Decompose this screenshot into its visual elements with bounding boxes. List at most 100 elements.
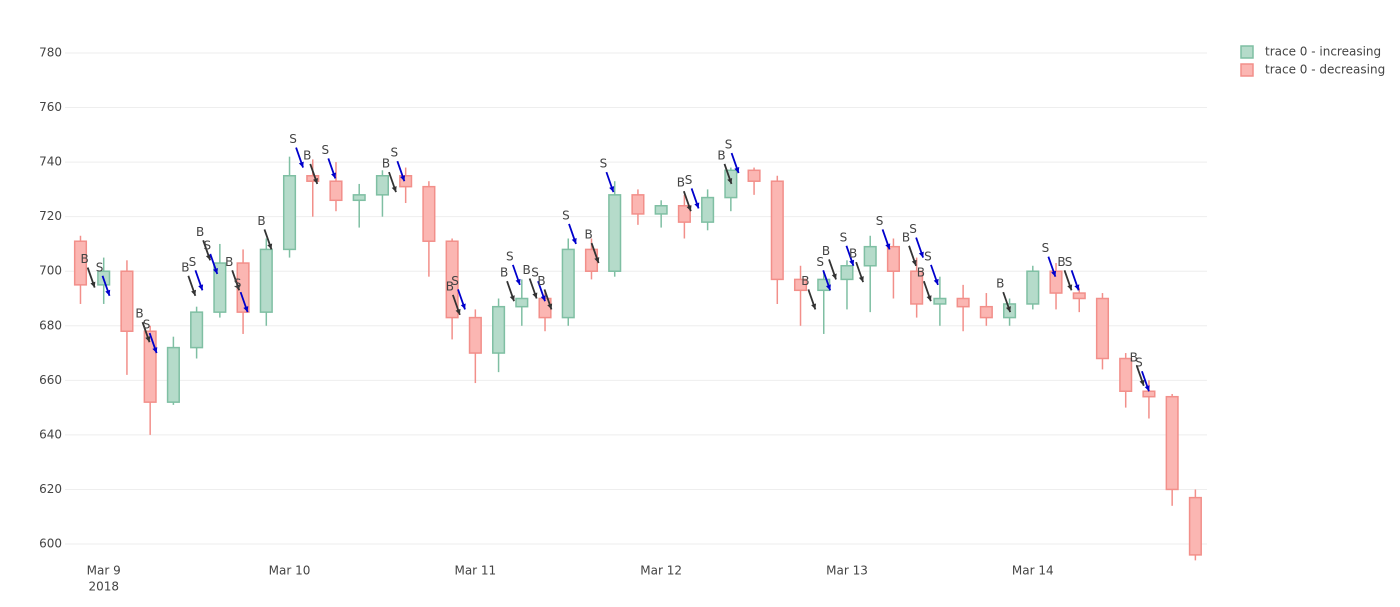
candle (701, 189, 715, 231)
candle-body (1188, 496, 1202, 556)
y-tick-label: 700 (39, 264, 62, 278)
annotation: S (289, 132, 304, 168)
annotation: S (562, 208, 577, 245)
annotation-arrowhead (191, 289, 197, 296)
candle-body (886, 245, 900, 272)
candle (886, 238, 900, 299)
annotation: B (135, 307, 151, 343)
annotation-text: S (840, 230, 848, 244)
annotation: S (506, 249, 521, 286)
annotation-arrowhead (198, 284, 204, 291)
candle (1188, 489, 1202, 561)
candle-body (1165, 395, 1179, 491)
annotation-text: S (924, 249, 932, 263)
candle-body (352, 194, 366, 202)
annotation-arrowhead (609, 186, 615, 193)
annotation-arrowhead (926, 295, 932, 302)
annotation-arrowhead (734, 167, 740, 174)
annotation-text: B (257, 214, 265, 228)
y-tick-label: 620 (39, 482, 62, 496)
annotation-text: S (1135, 356, 1143, 370)
candle (631, 189, 645, 225)
candle-body (1142, 390, 1156, 398)
candle-body (468, 316, 482, 354)
annotation-text: B (849, 247, 857, 261)
candle (793, 265, 808, 326)
legend-swatch[interactable] (1240, 45, 1254, 59)
annotation-arrowhead (532, 292, 538, 299)
annotation-text: S (1042, 241, 1050, 255)
annotation-text: B (181, 260, 189, 274)
annotation-text: S (1065, 255, 1073, 269)
candle (259, 238, 273, 326)
annotation-arrowhead (727, 177, 733, 184)
annotation-arrowhead (105, 289, 111, 296)
x-tick-label: Mar 12 (640, 564, 682, 578)
annotation-text: B (537, 274, 545, 288)
candle-body (375, 175, 389, 196)
candle-body (120, 270, 134, 332)
candle-body (492, 305, 506, 354)
candle (770, 175, 784, 304)
legend-label[interactable]: trace 0 - increasing (1265, 45, 1381, 59)
annotation-text: B (717, 148, 725, 162)
annotation-text: S (451, 274, 459, 288)
candle (1072, 287, 1086, 313)
annotation-text: S (600, 157, 608, 171)
annotation: B (500, 266, 515, 302)
candle (910, 257, 924, 318)
annotation: B (196, 225, 212, 261)
annotation: S (600, 157, 615, 193)
x-tick-label: Mar 11 (454, 564, 496, 578)
annotation: B (822, 244, 837, 280)
legend-swatch[interactable] (1240, 63, 1254, 77)
annotation: S (924, 249, 939, 286)
candle-body (747, 169, 761, 182)
annotation-arrowhead (849, 259, 855, 266)
annotation-arrowhead (811, 303, 817, 310)
annotation-text: S (234, 277, 242, 291)
annotation: S (322, 143, 337, 179)
candle-body (282, 175, 297, 251)
candle-body (608, 194, 622, 272)
annotation-text: B (382, 157, 390, 171)
annotation-text: S (909, 222, 917, 236)
x-tick-label: Mar 9 (87, 564, 121, 578)
annotation: B (537, 274, 553, 310)
annotation-arrowhead (243, 306, 249, 313)
candle-body (910, 270, 924, 305)
annotation-arrowhead (234, 284, 240, 291)
candle-body (840, 265, 854, 281)
annotation-arrowhead (571, 237, 577, 244)
annotation: B (181, 260, 197, 297)
legend-label[interactable]: trace 0 - decreasing (1265, 63, 1385, 77)
candle-body (399, 175, 413, 188)
annotation: B (1130, 350, 1145, 387)
annotation-arrowhead (213, 267, 218, 274)
candle (329, 162, 343, 212)
annotation-arrowhead (1067, 284, 1073, 291)
x-tick-label: Mar 10 (269, 564, 311, 578)
annotation-text: S (725, 138, 733, 152)
annotation: B (1057, 255, 1073, 291)
x-tick-label: Mar 13 (826, 564, 868, 578)
y-tick-label: 640 (39, 427, 62, 441)
annotation-arrowhead (825, 284, 831, 291)
candle-body (561, 248, 575, 319)
annotation: S (203, 238, 219, 275)
y-tick-label: 600 (39, 536, 62, 550)
candle-body (306, 175, 320, 182)
annotation-arrowhead (933, 278, 939, 285)
annotation-arrowhead (509, 295, 515, 302)
annotation-arrowhead (1005, 306, 1011, 313)
x-tick-label: Mar 14 (1012, 564, 1054, 578)
annotation-text: S (143, 318, 151, 332)
candle (654, 200, 668, 228)
annotation-text: B (801, 274, 809, 288)
annotation-text: B (917, 266, 925, 280)
candle (1026, 265, 1040, 310)
annotation: B (584, 228, 600, 264)
annotation: S (725, 138, 740, 174)
candle-body (654, 205, 668, 215)
